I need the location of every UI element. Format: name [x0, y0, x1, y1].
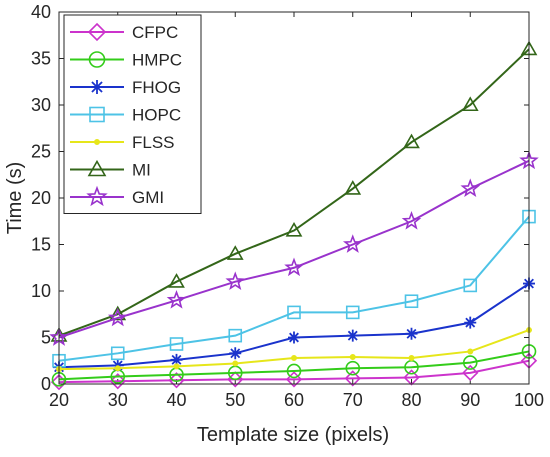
- y-tick-label: 30: [31, 95, 51, 115]
- data-point-cfpc: [344, 370, 361, 387]
- series-gmi: [49, 150, 539, 346]
- legend-marker-flss: [94, 139, 100, 145]
- data-point-flss: [408, 354, 415, 361]
- data-point-hmpc: [286, 363, 302, 379]
- data-point-flss: [232, 360, 239, 367]
- x-tick-label: 90: [460, 390, 480, 410]
- data-point-flss: [467, 348, 474, 355]
- series-line-mi: [58, 48, 530, 337]
- data-point-hopc: [463, 278, 478, 293]
- legend-item-flss: FLSS: [70, 133, 175, 152]
- y-tick-label: 20: [31, 188, 51, 208]
- legend-marker-gmi: [86, 185, 108, 207]
- data-point-hopc: [287, 305, 301, 320]
- y-tick-label: 15: [31, 235, 51, 255]
- data-point-gmi: [284, 257, 304, 277]
- y-tick-label: 10: [31, 281, 51, 301]
- data-point-mi: [226, 245, 244, 260]
- x-tick-label: 100: [514, 390, 544, 410]
- data-point-cfpc: [109, 373, 126, 390]
- legend-item-cfpc: CFPC: [70, 22, 178, 42]
- data-point-mi: [403, 133, 420, 149]
- legend-label-mi: MI: [132, 161, 151, 180]
- data-point-flss: [291, 354, 297, 361]
- legend-marker-mi: [87, 159, 107, 177]
- legend-item-fhog: FHOG: [70, 78, 181, 97]
- data-point-fhog: [229, 347, 242, 360]
- series-line-cfpc: [58, 359, 530, 384]
- legend-marker-hmpc: [88, 51, 106, 68]
- y-tick-label: 5: [41, 328, 51, 348]
- series-line-hmpc: [58, 350, 530, 381]
- data-point-mi: [344, 180, 362, 195]
- series-line-gmi: [58, 159, 530, 339]
- data-point-hopc: [110, 346, 125, 361]
- x-tick-label: 60: [284, 390, 304, 410]
- series-flss: [56, 327, 532, 373]
- data-point-fhog: [346, 329, 359, 342]
- data-point-hopc: [404, 294, 419, 309]
- data-point-gmi: [107, 307, 128, 327]
- data-point-gmi: [460, 178, 481, 198]
- data-point-mi: [168, 273, 185, 288]
- x-axis-label: Template size (pixels): [197, 424, 389, 446]
- data-point-fhog: [288, 331, 300, 344]
- legend-label-cfpc: CFPC: [132, 23, 178, 42]
- data-point-hopc: [345, 305, 360, 320]
- legend-marker-hopc: [89, 106, 105, 123]
- data-point-cfpc: [285, 371, 303, 388]
- data-point-mi: [461, 96, 479, 112]
- axes-box: [58, 11, 530, 385]
- legend-marker-fhog: [90, 80, 104, 94]
- x-tick-label: 40: [166, 390, 186, 410]
- x-tick-label: 80: [401, 390, 421, 410]
- legend-marker-cfpc: [87, 22, 107, 42]
- y-tick-label: 0: [41, 374, 51, 394]
- legend-item-hopc: HOPC: [70, 106, 181, 125]
- data-point-fhog: [405, 327, 418, 340]
- y-tick-label: 35: [31, 49, 51, 69]
- data-point-flss: [173, 363, 180, 370]
- legend-item-gmi: GMI: [70, 185, 164, 207]
- data-point-hmpc: [462, 355, 478, 370]
- series-cfpc: [50, 352, 538, 391]
- legend-label-hopc: HOPC: [132, 106, 181, 125]
- data-point-fhog: [170, 353, 183, 366]
- legend-item-mi: MI: [70, 159, 151, 180]
- series-mi: [50, 40, 538, 342]
- data-point-cfpc: [168, 372, 185, 389]
- y-tick-label: 40: [31, 2, 51, 22]
- x-tick-label: 50: [225, 390, 245, 410]
- series-hmpc: [51, 344, 537, 387]
- data-point-hmpc: [345, 360, 361, 376]
- data-point-gmi: [225, 271, 246, 291]
- data-point-cfpc: [462, 364, 479, 381]
- series-line-hopc: [58, 215, 530, 362]
- legend-label-hmpc: HMPC: [132, 51, 182, 70]
- data-point-gmi: [342, 234, 363, 253]
- data-point-mi: [109, 305, 127, 321]
- legend-item-hmpc: HMPC: [70, 51, 182, 70]
- data-point-gmi: [166, 290, 187, 309]
- data-point-hopc: [169, 337, 184, 351]
- legend-label-gmi: GMI: [132, 188, 164, 207]
- data-point-gmi: [401, 210, 422, 230]
- x-tick-label: 30: [108, 390, 128, 410]
- data-point-fhog: [464, 316, 477, 329]
- y-tick-label: 25: [31, 142, 51, 162]
- legend-label-flss: FLSS: [132, 133, 175, 152]
- x-tick-label: 20: [49, 390, 69, 410]
- data-point-hopc: [228, 328, 243, 343]
- data-point-flss: [114, 365, 121, 372]
- x-tick-label: 70: [343, 390, 363, 410]
- legend-label-fhog: FHOG: [132, 78, 181, 97]
- data-point-flss: [349, 354, 356, 361]
- data-point-mi: [285, 221, 303, 237]
- y-axis-label: Time (s): [4, 162, 26, 235]
